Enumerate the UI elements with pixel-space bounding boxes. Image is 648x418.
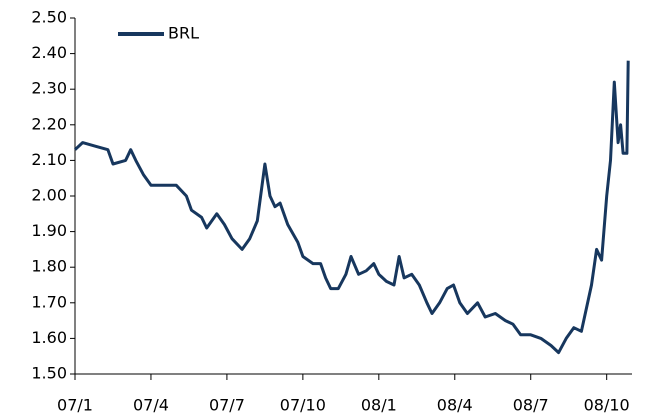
x-tick-label: 08/10 (584, 396, 630, 415)
x-tick-label: 08/7 (513, 396, 549, 415)
x-tick-label: 07/10 (280, 396, 326, 415)
legend-label: BRL (168, 24, 199, 43)
y-tick-label: 1.50 (31, 364, 67, 383)
y-tick-label: 1.70 (31, 292, 67, 311)
y-tick-label: 2.50 (31, 8, 67, 27)
line (73, 60, 630, 355)
y-tick-label: 2.10 (31, 150, 67, 169)
x-tick-label: 08/1 (361, 396, 397, 415)
y-tick-label: 1.80 (31, 257, 67, 276)
y-tick-label: 2.00 (31, 186, 67, 205)
x-tick-label: 07/1 (57, 396, 93, 415)
y-tick-label: 1.60 (31, 328, 67, 347)
x-tick-label: 08/4 (437, 396, 473, 415)
y-tick-label: 2.40 (31, 43, 67, 62)
y-tick-label: 1.90 (31, 221, 67, 240)
y-tick-label: 2.20 (31, 114, 67, 133)
x-tick-label: 07/4 (133, 396, 169, 415)
x-tick-label: 07/7 (209, 396, 245, 415)
y-tick-label: 2.30 (31, 79, 67, 98)
